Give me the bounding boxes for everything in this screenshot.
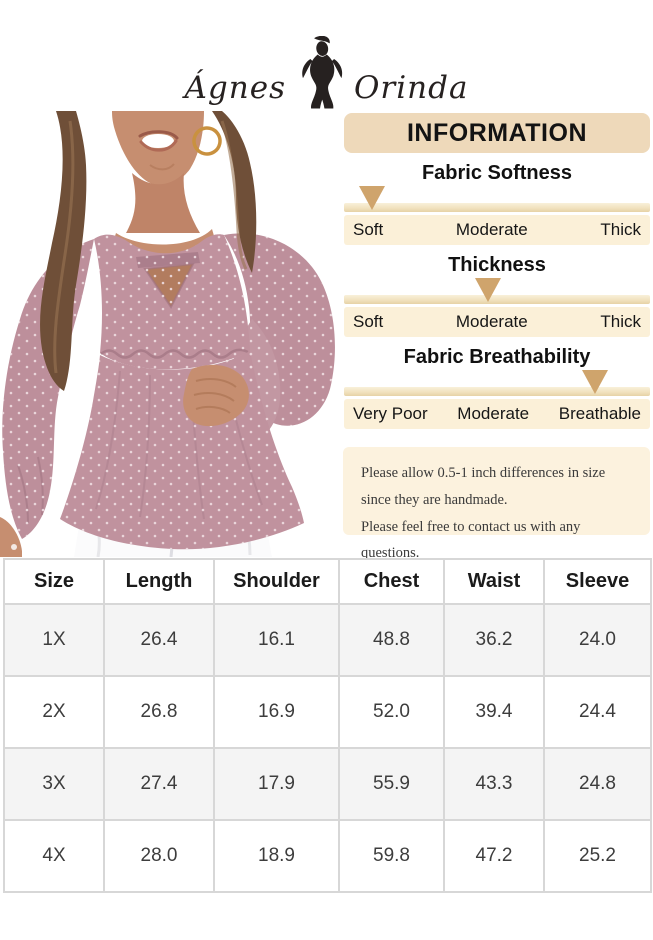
value-cell: 16.9 [213, 675, 340, 749]
scale-label: Soft [353, 312, 384, 331]
value-cell: 36.2 [443, 603, 545, 677]
value-cell: 43.3 [443, 747, 545, 821]
column-header-size: Size [3, 558, 105, 605]
brand-logo: Ágnes Orinda [0, 26, 653, 110]
size-table-header-row: Size Length Shoulder Chest Waist Sleeve [3, 558, 652, 605]
woman-silhouette-icon [294, 36, 346, 110]
scale-track [344, 387, 650, 396]
value-cell: 24.8 [543, 747, 652, 821]
scale-label: Moderate [455, 312, 528, 331]
size-table: Size Length Shoulder Chest Waist Sleeve … [3, 558, 652, 893]
info-panel: INFORMATION Fabric Softness Soft Moderat… [344, 113, 650, 429]
scale-label: Thick [600, 312, 641, 331]
column-header-shoulder: Shoulder [213, 558, 340, 605]
scale-label: Moderate [455, 220, 528, 239]
note-line-1: Please allow 0.5-1 inch differences in s… [361, 465, 606, 508]
table-row: 3X 27.4 17.9 55.9 43.3 24.8 [3, 747, 652, 821]
scale-thickness: Soft Moderate Thick [344, 278, 650, 337]
value-cell: 25.2 [543, 819, 652, 893]
scale-label: Soft [353, 220, 384, 239]
column-header-length: Length [103, 558, 215, 605]
brand-name-right: Orinda [354, 70, 469, 106]
table-row: 1X 26.4 16.1 48.8 36.2 24.0 [3, 603, 652, 677]
handmade-note: Please allow 0.5-1 inch differences in s… [343, 447, 650, 561]
size-cell: 3X [3, 747, 105, 821]
scale-softness: Soft Moderate Thick [344, 186, 650, 245]
value-cell: 24.0 [543, 603, 652, 677]
column-header-chest: Chest [338, 558, 445, 605]
scale-label: Breathable [558, 404, 641, 423]
value-cell: 59.8 [338, 819, 445, 893]
scale-labels: Very Poor Moderate Breathable [344, 399, 650, 429]
size-cell: 1X [3, 603, 105, 677]
column-header-sleeve: Sleeve [543, 558, 652, 605]
value-cell: 48.8 [338, 603, 445, 677]
column-header-waist: Waist [443, 558, 545, 605]
scale-breathability: Very Poor Moderate Breathable [344, 370, 650, 429]
size-cell: 4X [3, 819, 105, 893]
value-cell: 26.4 [103, 603, 215, 677]
size-cell: 2X [3, 675, 105, 749]
value-cell: 26.8 [103, 675, 215, 749]
scale-label: Moderate [457, 404, 530, 423]
scale-pointer-icon [581, 370, 608, 394]
scale-labels: Soft Moderate Thick [344, 215, 650, 245]
note-line-2: Please feel free to contact us with any … [361, 518, 581, 562]
scale-heading-thickness: Thickness [448, 254, 546, 276]
value-cell: 17.9 [213, 747, 340, 821]
value-cell: 47.2 [443, 819, 545, 893]
value-cell: 28.0 [103, 819, 215, 893]
value-cell: 55.9 [338, 747, 445, 821]
value-cell: 27.4 [103, 747, 215, 821]
value-cell: 39.4 [443, 675, 545, 749]
scale-label: Thick [600, 220, 641, 239]
scale-track [344, 203, 650, 212]
scale-label: Very Poor [353, 404, 428, 423]
brand-name-left: Ágnes [184, 70, 286, 106]
table-row: 4X 28.0 18.9 59.8 47.2 25.2 [3, 819, 652, 893]
scale-heading-breathability: Fabric Breathability [403, 346, 591, 368]
info-panel-title: INFORMATION [344, 113, 650, 153]
value-cell: 18.9 [213, 819, 340, 893]
product-photo [0, 111, 338, 558]
value-cell: 16.1 [213, 603, 340, 677]
value-cell: 24.4 [543, 675, 652, 749]
scale-pointer-icon [474, 278, 501, 302]
scale-pointer-icon [358, 186, 385, 210]
value-cell: 52.0 [338, 675, 445, 749]
table-row: 2X 26.8 16.9 52.0 39.4 24.4 [3, 675, 652, 749]
scale-labels: Soft Moderate Thick [344, 307, 650, 337]
scale-heading-softness: Fabric Softness [421, 162, 573, 184]
